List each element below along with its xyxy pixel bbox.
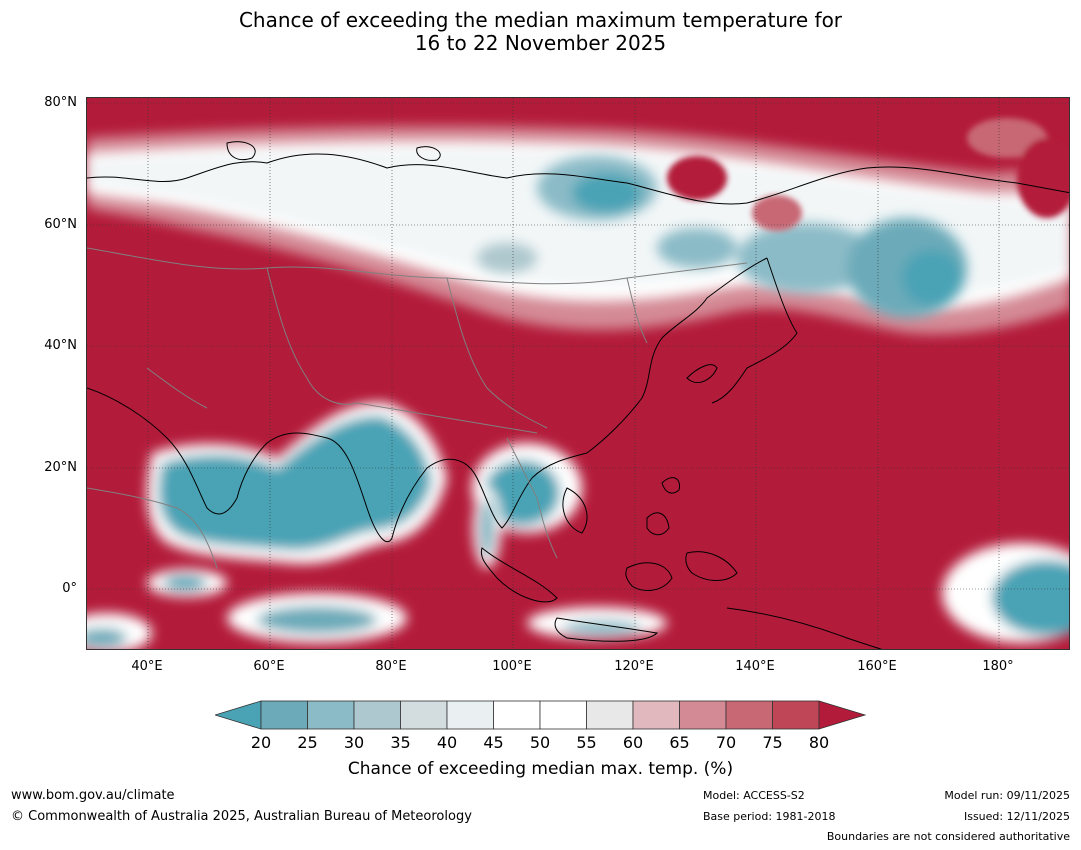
graticule <box>87 98 1069 649</box>
map-canvas <box>87 98 1069 649</box>
title-line-1: Chance of exceeding the median maximum t… <box>238 8 843 32</box>
colorbar-tick-label: 70 <box>715 733 737 752</box>
high-probability-north-patches <box>667 118 1069 231</box>
base-period-text: Base period: 1981-2018 <box>703 810 836 823</box>
lon-label-40e: 40°E <box>131 659 163 674</box>
title-line-2: 16 to 22 November 2025 <box>414 31 667 55</box>
colorbar-segment <box>632 700 680 730</box>
low-probability-india <box>147 402 447 564</box>
colorbar-legend <box>215 700 867 730</box>
temperature-probability-map <box>86 97 1070 650</box>
lon-label-180: 180° <box>982 659 1014 674</box>
model-run-text: Model run: 09/11/2025 <box>944 789 1070 802</box>
colorbar-segment <box>586 700 634 730</box>
low-probability-pacific <box>942 543 1069 643</box>
colorbar-segment <box>539 700 587 730</box>
lat-label-0: 0° <box>62 581 77 596</box>
model-text: Model: ACCESS-S2 <box>703 789 805 802</box>
boundaries-disclaimer: Boundaries are not considered authoritat… <box>826 830 1070 843</box>
lon-label-60e: 60°E <box>253 659 285 674</box>
copyright-text: © Commonwealth of Australia 2025, Austra… <box>11 809 472 824</box>
website-link[interactable]: www.bom.gov.au/climate <box>11 788 175 803</box>
lon-label-100e: 100°E <box>492 659 532 674</box>
colorbar-segment <box>446 700 494 730</box>
low-probability-indochina <box>472 443 582 568</box>
lon-label-120e: 120°E <box>614 659 654 674</box>
colorbar-label: Chance of exceeding median max. temp. (%… <box>347 759 734 779</box>
low-probability-indian-ocean <box>87 569 667 649</box>
colorbar-tick-label: 80 <box>808 733 830 752</box>
colorbar-tick-label: 20 <box>250 733 272 752</box>
colorbar-tick-label: 35 <box>390 733 411 752</box>
colorbar-segment <box>260 700 308 730</box>
lon-label-140e: 140°E <box>735 659 775 674</box>
colorbar-segment <box>772 700 820 730</box>
lat-label-80n: 80°N <box>44 95 77 110</box>
lat-label-20n: 20°N <box>44 460 77 475</box>
colorbar-segment <box>353 700 401 730</box>
country-borders <box>87 247 748 569</box>
colorbar-tick-label: 25 <box>297 733 318 752</box>
coastlines <box>87 141 1069 649</box>
issued-text: Issued: 12/11/2025 <box>963 810 1070 823</box>
low-probability-north <box>477 156 967 318</box>
colorbar-tick-label: 65 <box>669 733 690 752</box>
colorbar-extend-high <box>818 700 867 730</box>
chart-title: Chance of exceeding the median maximum t… <box>0 9 1081 55</box>
colorbar-tick-label: 45 <box>483 733 504 752</box>
lat-label-60n: 60°N <box>44 217 77 232</box>
colorbar-segment <box>400 700 448 730</box>
colorbar-tick-label: 30 <box>343 733 365 752</box>
colorbar-extend-low <box>215 700 262 730</box>
colorbar-segment <box>493 700 541 730</box>
colorbar-tick-label: 60 <box>622 733 644 752</box>
lon-label-160e: 160°E <box>857 659 897 674</box>
colorbar-tick-label: 55 <box>576 733 597 752</box>
colorbar-tick-label: 75 <box>762 733 783 752</box>
colorbar-segment <box>725 700 773 730</box>
lon-label-80e: 80°E <box>375 659 407 674</box>
colorbar-segment <box>307 700 355 730</box>
colorbar-tick-label: 40 <box>436 733 458 752</box>
lat-label-40n: 40°N <box>44 338 77 353</box>
colorbar-segment <box>679 700 727 730</box>
colorbar-tick-label: 50 <box>529 733 551 752</box>
